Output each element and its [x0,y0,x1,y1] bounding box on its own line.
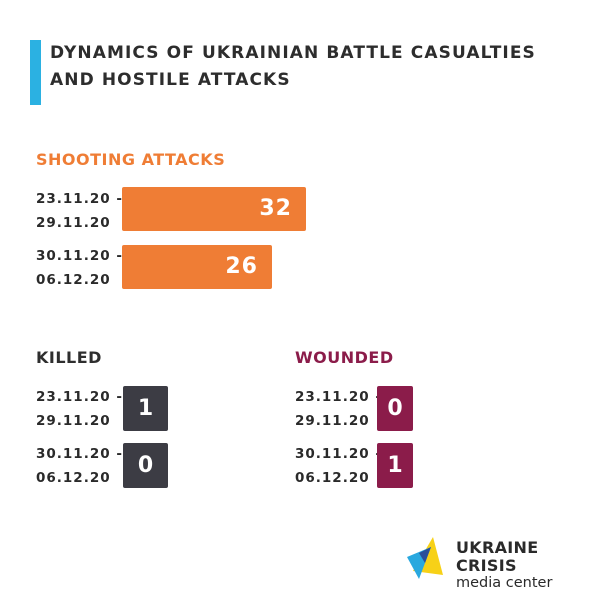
wounded-title: WOUNDED [295,348,394,367]
date-line2: 06.12.20 [36,470,111,486]
killed-value-box-2: 0 [123,443,168,488]
date-line2: 06.12.20 [36,272,111,288]
killed-title: KILLED [36,348,102,367]
killed-value-box-1: 1 [123,386,168,431]
shooting-date-label-2: 30.11.20 - 06.12.20 [36,244,123,292]
killed-value-1: 1 [137,396,154,421]
shooting-attacks-title: SHOOTING ATTACKS [36,150,226,169]
ukraine-crisis-logo-icon [407,537,443,579]
shooting-bar-value-1: 32 [259,196,292,221]
logo-subtitle: media center [456,575,553,591]
wounded-date-label-2: 30.11.20 - 06.12.20 [295,442,382,490]
title-accent-bar [30,40,41,105]
shooting-bar-2: 26 [122,245,272,289]
page-title: DYNAMICS OF UKRAINIAN BATTLE CASUALTIES … [50,40,536,94]
date-line2: 06.12.20 [295,470,370,486]
date-line1: 30.11.20 - [295,446,382,462]
killed-date-label-1: 23.11.20 - 29.11.20 [36,385,123,433]
wounded-value-box-1: 0 [377,386,413,431]
date-line1: 23.11.20 - [295,389,382,405]
page-title-line2: AND HOSTILE ATTACKS [50,70,291,90]
shooting-bar-1: 32 [122,187,306,231]
shooting-date-label-1: 23.11.20 - 29.11.20 [36,187,123,235]
date-line1: 30.11.20 - [36,446,123,462]
date-line2: 29.11.20 [295,413,370,429]
killed-value-2: 0 [137,453,154,478]
logo-name: UKRAINE CRISIS [456,538,539,575]
date-line2: 29.11.20 [36,413,111,429]
killed-date-label-2: 30.11.20 - 06.12.20 [36,442,123,490]
wounded-value-box-2: 1 [377,443,413,488]
wounded-value-2: 1 [387,453,403,478]
page-title-line1: DYNAMICS OF UKRAINIAN BATTLE CASUALTIES [50,43,536,63]
date-line2: 29.11.20 [36,215,111,231]
shooting-bar-value-2: 26 [225,254,258,279]
logo-text: UKRAINE CRISIS media center [456,539,600,592]
wounded-date-label-1: 23.11.20 - 29.11.20 [295,385,382,433]
date-line1: 23.11.20 - [36,191,123,207]
date-line1: 30.11.20 - [36,248,123,264]
date-line1: 23.11.20 - [36,389,123,405]
wounded-value-1: 0 [387,396,403,421]
